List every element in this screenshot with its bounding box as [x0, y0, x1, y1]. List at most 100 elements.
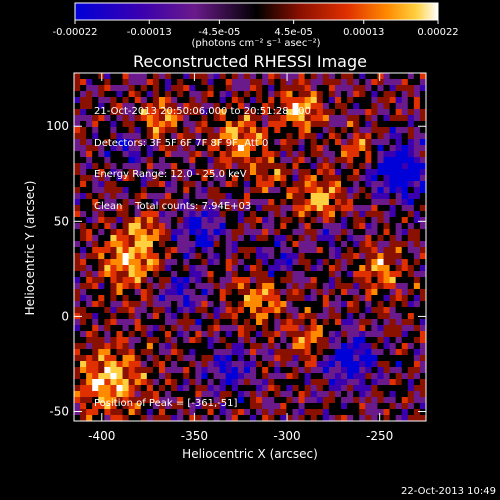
heatmap-cell — [298, 97, 306, 104]
heatmap-cell — [389, 133, 397, 140]
heatmap-cell — [328, 331, 336, 338]
heatmap-cell — [304, 181, 312, 188]
heatmap-cell — [310, 253, 318, 260]
heatmap-cell — [80, 409, 87, 416]
heatmap-cell — [92, 397, 99, 404]
heatmap-cell — [407, 97, 415, 104]
heatmap-cell — [383, 331, 390, 338]
heatmap-cell — [74, 187, 81, 194]
heatmap-cell — [286, 133, 293, 140]
heatmap-cell — [274, 373, 281, 380]
heatmap-cell — [413, 379, 421, 386]
heatmap-cell — [341, 277, 348, 284]
heatmap-cell — [146, 397, 154, 404]
heatmap-cell — [195, 253, 202, 260]
heatmap-cell — [304, 85, 312, 92]
heatmap-cell — [304, 193, 312, 200]
heatmap-cell — [256, 217, 263, 224]
heatmap-cell — [195, 331, 202, 338]
heatmap-cell — [177, 355, 184, 362]
heatmap-cell — [310, 229, 318, 236]
heatmap-cell — [189, 349, 196, 356]
heatmap-cell — [140, 271, 148, 278]
heatmap-cell — [359, 181, 366, 188]
heatmap-cell — [383, 181, 390, 188]
heatmap-cell — [280, 235, 287, 242]
heatmap-cell — [128, 295, 136, 302]
heatmap-cell — [152, 391, 160, 398]
heatmap-cell — [86, 247, 93, 254]
heatmap-cell — [256, 277, 263, 284]
heatmap-cell — [316, 163, 324, 170]
heatmap-cell — [268, 85, 275, 92]
heatmap-cell — [371, 313, 378, 320]
heatmap-cell — [225, 241, 233, 248]
heatmap-cell — [225, 127, 233, 134]
heatmap-cell — [256, 331, 263, 338]
heatmap-cell — [304, 397, 312, 404]
heatmap-cell — [165, 385, 172, 392]
heatmap-cell — [347, 403, 354, 410]
heatmap-cell — [280, 91, 287, 98]
heatmap-cell — [262, 193, 269, 200]
heatmap-cell — [383, 133, 390, 140]
heatmap-cell — [304, 151, 312, 158]
heatmap-cell — [104, 295, 111, 302]
heatmap-cell — [401, 325, 409, 332]
heatmap-cell — [219, 115, 227, 122]
heatmap-cell — [250, 145, 257, 152]
heatmap-cell — [80, 193, 87, 200]
heatmap-cell — [310, 175, 318, 182]
heatmap-cell — [292, 205, 299, 212]
heatmap-cell — [292, 313, 299, 320]
heatmap-cell — [328, 181, 336, 188]
heatmap-cell — [243, 109, 251, 116]
heatmap-cell — [347, 307, 354, 314]
heatmap-cell — [407, 199, 415, 206]
heatmap-cell — [286, 409, 293, 416]
heatmap-cell — [359, 403, 366, 410]
heatmap-cell — [286, 271, 293, 278]
heatmap-cell — [74, 373, 81, 380]
heatmap-cell — [231, 253, 239, 260]
heatmap-cell — [322, 247, 330, 254]
heatmap-cell — [80, 391, 87, 398]
heatmap-cell — [256, 73, 263, 80]
heatmap-cell — [298, 283, 306, 290]
heatmap-cell — [286, 109, 293, 116]
heatmap-cell — [383, 157, 390, 164]
heatmap-cell — [371, 91, 378, 98]
heatmap-cell — [86, 163, 93, 170]
heatmap-cell — [183, 127, 190, 134]
heatmap-cell — [268, 391, 275, 398]
heatmap-cell — [195, 127, 202, 134]
heatmap-cell — [195, 217, 202, 224]
heatmap-cell — [116, 337, 123, 344]
heatmap-cell — [110, 367, 117, 374]
heatmap-cell — [92, 373, 99, 380]
heatmap-cell — [316, 139, 324, 146]
heatmap-cell — [225, 247, 233, 254]
heatmap-cell — [146, 319, 154, 326]
heatmap-cell — [274, 79, 281, 86]
heatmap-cell — [250, 73, 257, 80]
heatmap-cell — [347, 235, 354, 242]
heatmap-cell — [146, 271, 154, 278]
heatmap-cell — [389, 241, 397, 248]
heatmap-cell — [268, 349, 275, 356]
heatmap-cell — [74, 337, 81, 344]
heatmap-cell — [395, 301, 403, 308]
heatmap-cell — [116, 217, 123, 224]
heatmap-cell — [195, 367, 202, 374]
heatmap-cell — [195, 229, 202, 236]
heatmap-cell — [316, 373, 324, 380]
heatmap-cell — [225, 337, 233, 344]
heatmap-cell — [213, 301, 221, 308]
heatmap-cell — [347, 271, 354, 278]
heatmap-cell — [334, 325, 342, 332]
heatmap-cell — [268, 181, 275, 188]
heatmap-cell — [171, 277, 178, 284]
heatmap-cell — [389, 121, 397, 128]
heatmap-cell — [383, 397, 390, 404]
heatmap-cell — [140, 229, 148, 236]
